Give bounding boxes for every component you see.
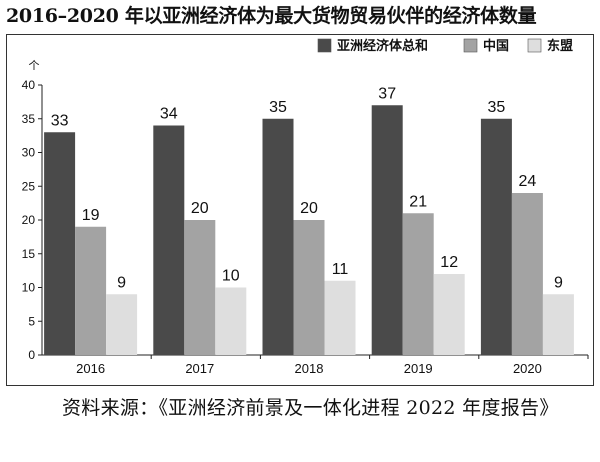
data-label: 9 [554,274,563,291]
chart-value-labels: 33 19 9 34 20 10 35 20 11 37 21 12 35 24 9 [51,85,563,291]
data-label: 9 [117,274,126,291]
legend-label: 中国 [483,38,509,54]
y-tick-label: 30 [22,146,36,160]
y-axis-label: 个 [29,59,40,72]
chart-bars [44,105,574,355]
bar [402,213,434,355]
data-label: 12 [440,254,458,271]
chart-frame [6,34,594,386]
bar [542,294,574,355]
y-tick-label: 5 [28,314,35,328]
data-label: 21 [409,193,427,210]
x-tick-label: 2020 [513,361,542,376]
data-label: 19 [82,207,100,224]
bar [184,220,216,355]
legend-swatch [527,38,542,53]
y-tick-label: 25 [22,179,36,193]
data-label: 33 [51,112,69,129]
legend-swatch [317,38,332,53]
y-tick-label: 35 [22,112,36,126]
bar [215,287,247,355]
bar [511,193,543,355]
data-label: 20 [300,200,318,217]
data-label: 10 [222,268,240,285]
y-tick-label: 15 [22,247,36,261]
bar [75,226,107,355]
bar [106,294,138,355]
bar [262,118,294,355]
chart-legend: 亚洲经济体总和 中国 东盟 [317,38,573,54]
x-tick-label: 2018 [295,361,324,376]
data-label: 34 [160,106,178,123]
bar [371,105,403,355]
x-tick-label: 2017 [185,361,214,376]
source-note: 资料来源：《亚洲经济前景及一体化进程 2022 年度报告》 [62,397,559,419]
y-tick-label: 10 [22,281,36,295]
y-tick-label: 40 [22,78,36,92]
bar [293,220,325,355]
legend-swatch [463,38,478,53]
data-label: 20 [191,200,209,217]
y-tick-label: 0 [28,348,35,362]
data-label: 37 [378,85,396,102]
x-tick-label: 2019 [404,361,433,376]
chart-title: 2016–2020 年以亚洲经济体为最大货物贸易伙伴的经济体数量 [6,5,537,27]
x-tick-label: 2016 [76,361,105,376]
y-tick-label: 20 [22,213,36,227]
bar [324,280,356,355]
data-label: 35 [269,99,287,116]
bar [433,274,465,355]
legend-label: 亚洲经济体总和 [337,38,428,54]
bar [153,125,185,355]
data-label: 35 [488,99,506,116]
bar [480,118,512,355]
legend-label: 东盟 [547,38,573,54]
data-label: 11 [332,261,349,278]
bar [44,132,76,355]
data-label: 24 [519,173,537,190]
